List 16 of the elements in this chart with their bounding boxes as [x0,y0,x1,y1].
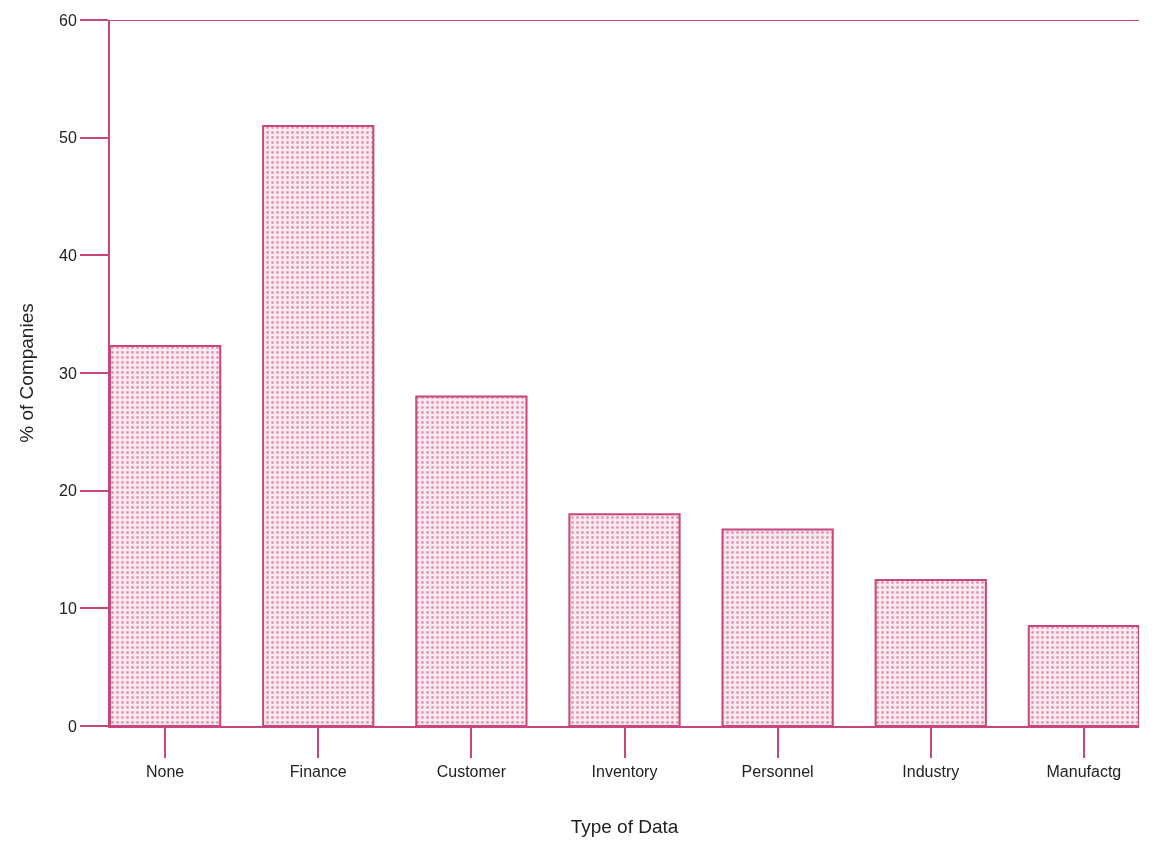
x-tick-label: Finance [289,763,347,781]
y-tick-label: 60 [59,11,77,29]
y-tick-label: 40 [59,246,77,264]
x-axis-title: Type of Data [570,815,679,837]
y-tick-label: 0 [67,717,77,735]
x-tick-label: Customer [436,763,507,781]
x-tick-label: Inventory [591,763,658,781]
x-tick-label: Personnel [741,763,814,781]
y-tick-label: 20 [59,482,77,500]
x-tick-label: None [145,763,185,781]
y-tick-label: 50 [59,129,77,147]
y-tick-label: 10 [59,599,77,617]
y-axis-title: % of Companies [16,303,38,443]
x-tick-label: Industry [902,763,960,781]
y-tick-label: 30 [59,364,77,382]
x-tick-label: Manufactg [1046,763,1122,781]
